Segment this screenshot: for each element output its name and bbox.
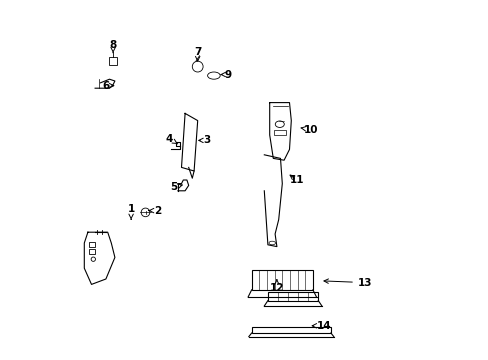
Bar	[88, 249, 95, 254]
Text: 7: 7	[194, 47, 201, 61]
Text: 5: 5	[170, 182, 182, 192]
Bar	[267, 292, 318, 301]
Bar	[273, 130, 285, 135]
Text: 11: 11	[289, 175, 304, 185]
Text: 12: 12	[269, 280, 284, 293]
Text: 13: 13	[324, 278, 371, 288]
Bar	[251, 270, 312, 290]
Text: 8: 8	[109, 40, 117, 53]
Text: 10: 10	[300, 125, 318, 135]
Bar	[108, 57, 117, 65]
Text: 3: 3	[199, 135, 210, 145]
Text: 14: 14	[311, 321, 330, 331]
Text: 1: 1	[127, 204, 135, 219]
Bar	[88, 242, 95, 247]
Text: 2: 2	[148, 206, 162, 216]
Text: 9: 9	[221, 69, 231, 80]
Text: 6: 6	[102, 81, 114, 91]
Text: 4: 4	[165, 134, 178, 144]
Bar	[251, 327, 330, 333]
